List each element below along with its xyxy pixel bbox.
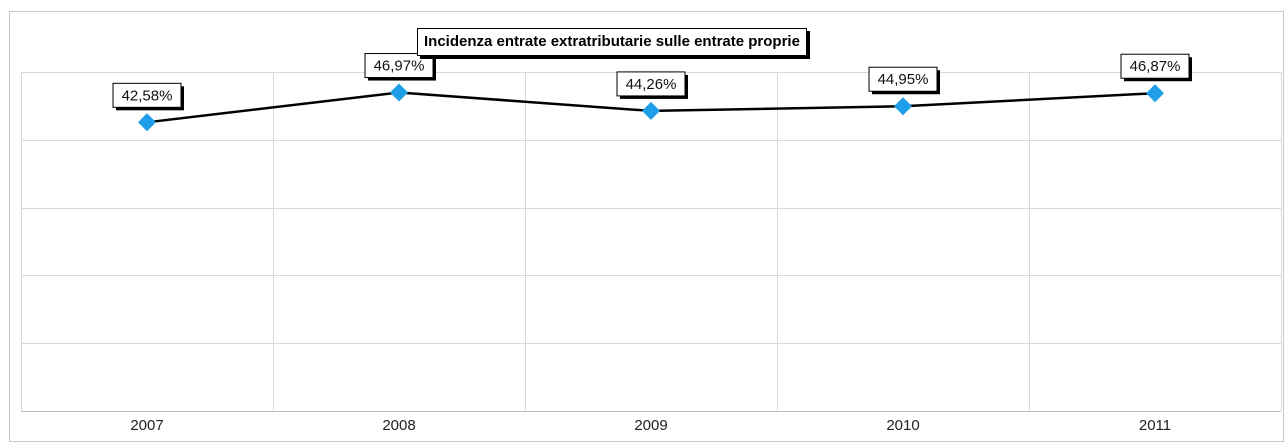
data-label: 44,26% <box>626 76 677 93</box>
data-point <box>1146 84 1164 103</box>
data-label-box <box>868 66 938 92</box>
x-tick-label: 2011 <box>1139 417 1171 434</box>
data-label: 46,87% <box>1130 58 1181 75</box>
chart-title: Incidenza entrate extratributarie sulle … <box>417 28 807 56</box>
data-label-box <box>616 71 686 97</box>
data-point <box>894 97 912 116</box>
data-label-box <box>364 53 434 79</box>
x-tick-label: 2007 <box>130 417 163 434</box>
data-point <box>138 113 156 132</box>
data-point <box>390 83 408 102</box>
data-label-box <box>1120 53 1190 79</box>
x-tick-label: 2008 <box>382 417 415 434</box>
x-tick-label: 2010 <box>886 417 919 434</box>
x-tick-label: 2009 <box>634 417 667 434</box>
data-label: 44,95% <box>878 71 929 88</box>
data-label: 46,97% <box>374 58 425 75</box>
data-label: 42,58% <box>122 87 173 104</box>
data-point <box>642 101 660 120</box>
data-label-box <box>112 82 182 108</box>
